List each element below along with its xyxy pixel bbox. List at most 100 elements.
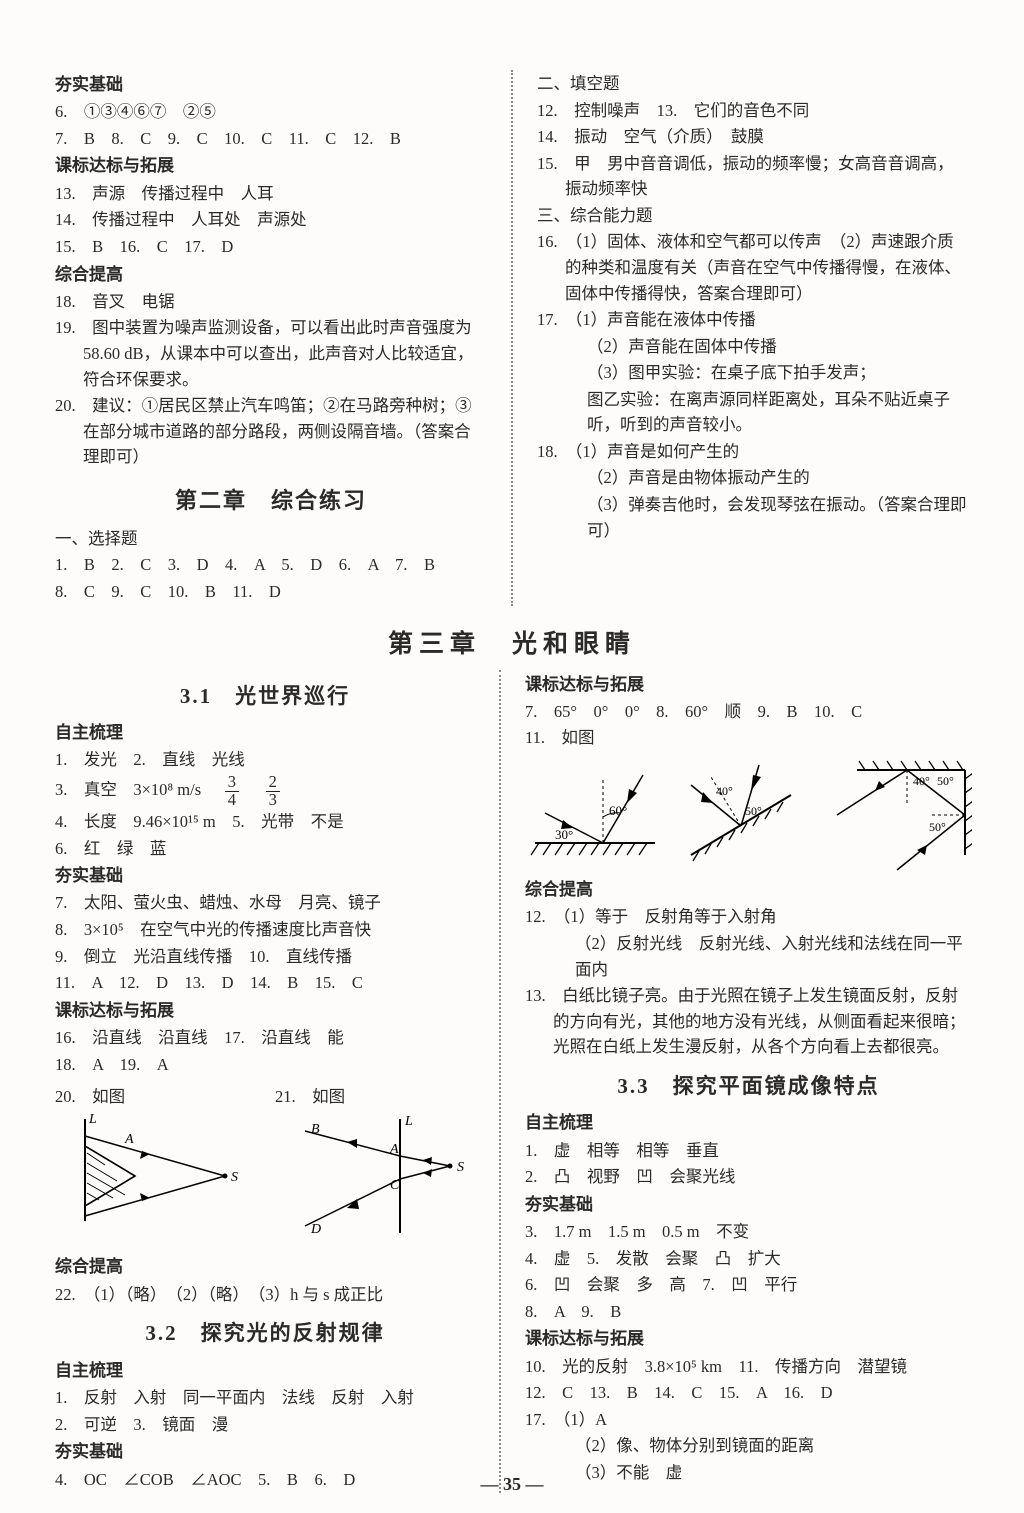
figures-20-21: 20. 如图 L <box>55 1083 475 1248</box>
section-3-1-title: 3.1 光世界巡行 <box>55 680 475 713</box>
frac-n: 3 <box>225 774 239 792</box>
page-number: — 35 — <box>0 1474 1024 1495</box>
fill-14: 14. 振动 空气（介质） 鼓膜 <box>537 124 969 150</box>
l21: 21. 如图 <box>275 1084 475 1110</box>
top-two-columns: 夯实基础 6. ①③④⑥⑦ ②⑤ 7. B 8. C 9. C 10. C 11… <box>55 70 969 606</box>
comp-17a: 17. （1）声音能在液体中传播 <box>537 307 969 333</box>
m12: 12. C 13. B 14. C 15. A 16. D <box>525 1380 972 1406</box>
right-column-top: 二、填空题 12. 控制噪声 13. 它们的音色不同 14. 振动 空气（介质）… <box>537 70 969 606</box>
heading-comprehensive: 综合提高 <box>55 262 487 288</box>
l11: 11. A 12. D 13. D 14. B 15. C <box>55 970 475 996</box>
figure-21-wrap: 21. 如图 L S <box>275 1083 475 1248</box>
l8: 8. 3×10⁵ 在空气中光的传播速度比声音快 <box>55 917 475 943</box>
arrowhead-icon <box>347 1139 357 1148</box>
heading-self-study: 自主梳理 <box>55 720 475 746</box>
right-column-bottom: 课标达标与拓展 7. 65° 0° 0° 8. 60° 顺 9. B 10. C… <box>525 670 972 1494</box>
label-c: C <box>390 1178 400 1193</box>
label-s: S <box>457 1160 464 1175</box>
m17b: （2）像、物体分别到镜面的距离 <box>525 1433 972 1459</box>
section-3-2-title: 3.2 探究光的反射规律 <box>55 1317 475 1350</box>
l6: 6. 红 绿 蓝 <box>55 836 475 862</box>
comp-16: 16. （1）固体、液体和空气都可以传声 （2）声速跟介质的种类和温度有关（声音… <box>537 229 969 306</box>
heading-standard: 课标达标与拓展 <box>525 672 972 698</box>
m8: 8. A 9. B <box>525 1299 972 1325</box>
column-divider <box>511 70 513 606</box>
label-a: A <box>124 1132 134 1147</box>
selection-row1: 1. B 2. C 3. D 4. A 5. D 6. A 7. B <box>55 552 487 578</box>
r7: 7. 65° 0° 0° 8. 60° 顺 9. B 10. C <box>525 699 972 725</box>
left-column-top: 夯实基础 6. ①③④⑥⑦ ②⑤ 7. B 8. C 9. C 10. C 11… <box>55 70 487 606</box>
heading-base: 夯实基础 <box>55 863 475 889</box>
selection-row2: 8. C 9. C 10. B 11. D <box>55 579 487 605</box>
heading-base: 夯实基础 <box>525 1192 972 1218</box>
label-d: D <box>310 1222 321 1237</box>
frac-d: 3 <box>266 792 280 809</box>
heading-standard: 课标达标与拓展 <box>55 153 487 179</box>
m10: 10. 光的反射 3.8×10⁵ km 11. 传播方向 潜望镜 <box>525 1354 972 1380</box>
label-s: S <box>231 1170 238 1185</box>
frac-2-3: 2 3 <box>266 774 280 808</box>
chapter3-heading: 第三章 光和眼睛 <box>55 624 969 660</box>
comp-18c: （3）弹奏吉他时，会发现琴弦在振动。（答案合理即可） <box>537 492 969 543</box>
label-40: 40° <box>913 774 930 788</box>
label-a: A <box>389 1142 399 1157</box>
comp-17d: 图乙实验：在离声源同样距离处，耳朵不贴近桌子听，听到的声音较小。 <box>537 387 969 438</box>
label-40: 40° <box>716 784 733 798</box>
heading-base: 夯实基础 <box>55 1439 475 1465</box>
chapter2-title: 第二章 综合练习 <box>55 484 487 518</box>
arrowhead-icon <box>701 792 713 803</box>
selection-heading: 一、选择题 <box>55 526 487 552</box>
bottom-two-columns: 3.1 光世界巡行 自主梳理 1. 发光 2. 直线 光线 3. 真空 3×10… <box>55 670 969 1494</box>
figure-11b-diagram: 40° 50° <box>671 755 811 865</box>
m4: 4. 虚 5. 发散 会聚 凸 扩大 <box>525 1246 972 1272</box>
answer-6: 6. ①③④⑥⑦ ②⑤ <box>55 99 487 125</box>
heading-self-study: 自主梳理 <box>525 1110 972 1136</box>
comp-17c: （3）图甲实验：在桌子底下拍手发声； <box>537 360 969 386</box>
arrowhead-icon <box>423 1169 432 1177</box>
l9: 9. 倒立 光沿直线传播 10. 直线传播 <box>55 944 475 970</box>
figure-21-diagram: L S A B C <box>275 1111 475 1241</box>
label-l: L <box>88 1112 97 1127</box>
l1: 1. 发光 2. 直线 光线 <box>55 747 475 773</box>
label-50b: 50° <box>929 820 946 834</box>
l16: 16. 沿直线 沿直线 17. 沿直线 能 <box>55 1025 475 1051</box>
r12b: （2）反射光线 反射光线、入射光线和法线在同一平面内 <box>525 931 972 982</box>
figure-20-diagram: L <box>55 1111 245 1231</box>
left-column-bottom: 3.1 光世界巡行 自主梳理 1. 发光 2. 直线 光线 3. 真空 3×10… <box>55 670 475 1494</box>
answer-18: 18. 音叉 电锯 <box>55 289 487 315</box>
frac-3-4: 3 4 <box>225 774 239 808</box>
label-50t: 50° <box>937 774 954 788</box>
r11: 11. 如图 <box>525 725 972 751</box>
fill-12: 12. 控制噪声 13. 它们的音色不同 <box>537 98 969 124</box>
figure-20-wrap: 20. 如图 L <box>55 1083 245 1248</box>
label-30: 30° <box>555 827 573 842</box>
heading-comprehensive: 综合提高 <box>525 877 972 903</box>
column-divider <box>499 670 501 1494</box>
r2: 2. 可逆 3. 镜面 漫 <box>55 1412 475 1438</box>
comp-18a: 18. （1）声音是如何产生的 <box>537 439 969 465</box>
answer-19: 19. 图中装置为噪声监测设备，可以看出此时声音强度为58.60 dB，从课本中… <box>55 315 487 392</box>
label-b: B <box>311 1122 320 1137</box>
l20: 20. 如图 <box>55 1084 245 1110</box>
l7: 7. 太阳、萤火虫、蜡烛、水母 月亮、镜子 <box>55 890 475 916</box>
comp-18b: （2）声音是由物体振动产生的 <box>537 465 969 491</box>
frac-d: 4 <box>225 792 239 809</box>
l3-pre: 3. 真空 3×10⁸ m/s <box>55 780 218 799</box>
heading-comprehensive: 综合提高 <box>55 1254 475 1280</box>
label-50: 50° <box>745 804 762 818</box>
r12a: 12. （1）等于 反射角等于入射角 <box>525 904 972 930</box>
figure-11c-diagram: 40° 50° 50° <box>817 755 972 875</box>
l3: 3. 真空 3×10⁸ m/s 3 4 2 3 <box>55 774 475 808</box>
comp-17b: （2）声音能在固体中传播 <box>537 334 969 360</box>
heading-standard: 课标达标与拓展 <box>55 998 475 1024</box>
heading-standard: 课标达标与拓展 <box>525 1326 972 1352</box>
fill-15: 15. 甲 男中音音调低，振动的频率慢；女高音音调高，振动频率快 <box>537 151 969 202</box>
answer-15: 15. B 16. C 17. D <box>55 234 487 260</box>
comp-heading: 三、综合能力题 <box>537 203 969 229</box>
label-60: 60° <box>609 803 627 818</box>
l22: 22. （1）（略） （2）（略） （3）h 与 s 成正比 <box>55 1282 475 1308</box>
r13: 13. 白纸比镜子亮。由于光照在镜子上发生镜面反射，反射的方向有光，其他的地方没… <box>525 983 972 1060</box>
m17a: 17. （1）A <box>525 1407 972 1433</box>
heading-self-study: 自主梳理 <box>55 1358 475 1384</box>
m1: 1. 虚 相等 相等 垂直 <box>525 1138 972 1164</box>
